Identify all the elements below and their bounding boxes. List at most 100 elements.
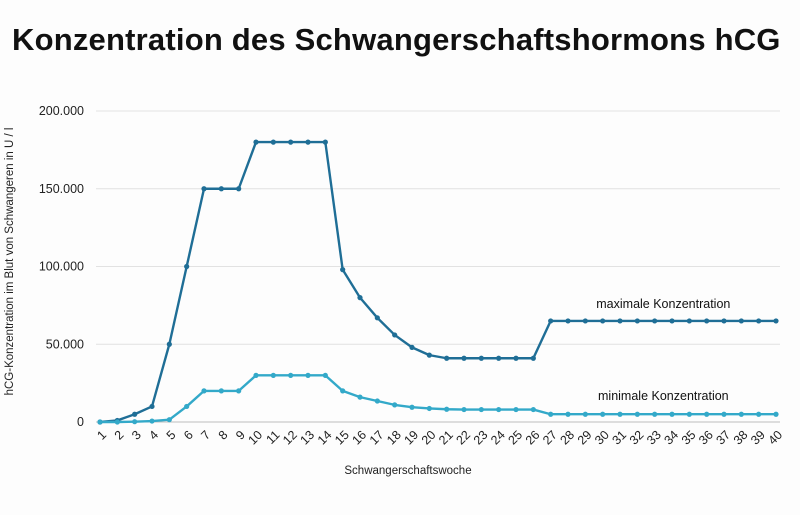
data-point-min [236,388,242,394]
data-point-min [773,411,779,417]
x-tick-label: 7 [198,428,213,443]
data-point-max [565,318,571,324]
data-point-max [149,403,155,410]
data-point-min [582,411,588,417]
data-point-max [288,139,294,145]
data-point-max [721,318,727,324]
y-tick-label: 150.000 [39,182,84,196]
x-tick-label: 4 [146,428,161,443]
data-point-min [756,411,762,417]
series-label-min: minimale Konzentration [598,389,729,403]
data-point-max [669,318,675,324]
data-point-max [201,186,207,192]
x-tick-label: 8 [216,428,231,443]
data-point-min [409,404,415,410]
data-point-min [461,406,467,413]
x-tick-label: 9 [233,428,248,443]
y-tick-label: 100.000 [39,260,84,274]
data-point-max [444,355,450,361]
gridlines [96,110,780,423]
data-point-max [600,318,606,324]
data-point-max [166,341,172,347]
data-point-min [634,411,640,417]
x-axis-label: Schwangerschaftswoche [344,465,471,477]
data-point-max [322,139,328,145]
data-point-min [288,372,294,378]
series-label-max: maximale Konzentration [596,297,730,311]
data-point-max [236,186,242,192]
data-point-max [773,318,779,324]
x-tick-label: 40 [765,428,785,448]
data-point-min [340,388,346,394]
data-point-min [357,394,363,400]
data-point-max [634,318,640,324]
data-point-min [565,411,571,417]
data-point-max [548,318,554,324]
data-point-min [617,411,623,417]
data-point-min [97,419,103,425]
data-point-max [738,318,744,324]
data-point-min [253,372,259,378]
data-point-min [600,411,606,417]
x-tick-label: 6 [181,428,196,443]
data-point-max [253,139,259,145]
data-point-min [184,403,190,410]
x-tick-label: 2 [112,428,127,443]
data-point-max [530,355,536,361]
series-line-max [99,140,776,424]
data-point-max [461,355,467,361]
data-point-min [322,372,328,378]
y-axis-label: hCG-Konzentration im Blut von Schwangere… [4,128,16,396]
data-point-max [270,139,276,145]
data-point-min [201,388,207,394]
data-point-max [374,315,380,321]
y-tick-labels: 0 50.000 100.000 150.000 200.000 [39,104,84,429]
data-point-min [478,406,484,413]
data-point-min [738,411,744,417]
data-point-min [149,418,155,424]
data-point-min [392,402,398,408]
data-point-min [669,411,675,417]
data-point-max [617,318,623,324]
y-tick-label: 200.000 [39,104,84,118]
data-point-min [218,388,224,394]
data-point-min [305,372,311,378]
data-point-max [756,318,762,324]
data-point-min [426,405,432,412]
data-point-max [686,318,692,324]
series-line-min [100,374,776,424]
x-tick-label: 10 [245,428,265,448]
series-points [97,139,779,425]
data-point-min [114,419,120,425]
data-point-min [444,406,450,412]
data-point-min [652,411,658,417]
x-tick-label: 1 [94,428,109,443]
data-point-max [357,295,363,301]
data-point-min [548,411,554,417]
data-point-max [513,355,519,361]
y-tick-label: 0 [77,415,84,429]
data-point-max [426,352,432,358]
data-point-max [218,186,224,192]
data-point-min [496,406,502,413]
data-point-max [704,318,710,324]
data-point-min [513,406,519,413]
data-point-max [496,355,502,361]
x-tick-label: 3 [129,428,144,443]
data-point-max [652,318,658,324]
data-point-min [686,411,692,417]
data-point-max [409,344,415,350]
x-tick-label: 5 [164,428,179,443]
data-point-min [132,419,138,425]
data-point-max [132,411,138,417]
x-tick-labels: 1 2 3 4 5 6 7 8 91011121314151617181920212223242… [94,428,785,448]
data-point-min [166,417,172,423]
data-point-max [478,355,484,361]
data-point-max [305,139,311,145]
y-tick-label: 50.000 [46,337,84,351]
data-point-min [530,406,536,413]
data-point-max [340,267,346,273]
data-point-max [184,263,190,270]
